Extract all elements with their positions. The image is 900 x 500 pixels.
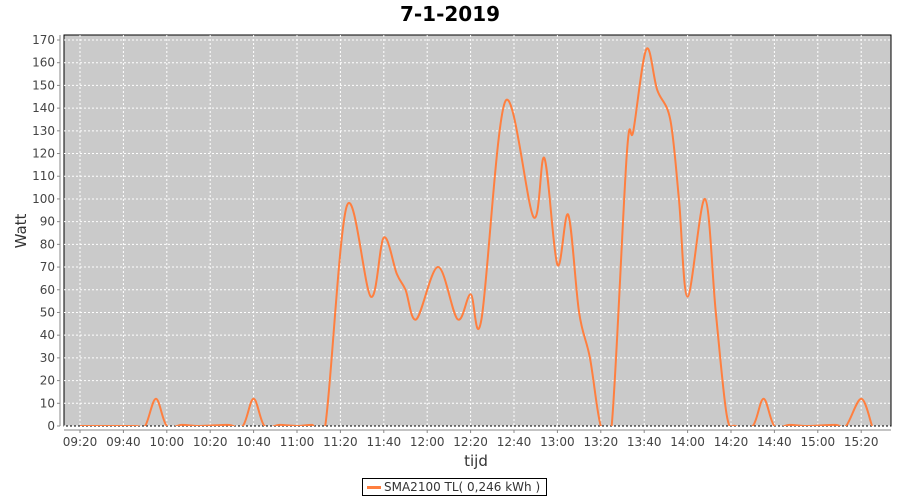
y-tick-label: 130 (32, 124, 55, 138)
y-tick-label: 110 (32, 169, 55, 183)
x-tick-label: 11:40 (367, 435, 402, 449)
y-tick-label: 100 (32, 192, 55, 206)
x-tick-label: 14:20 (714, 435, 749, 449)
y-tick-label: 140 (32, 101, 55, 115)
x-tick-label: 13:20 (584, 435, 619, 449)
y-tick-label: 70 (40, 260, 55, 274)
y-tick-label: 120 (32, 147, 55, 161)
legend: SMA2100 TL( 0,246 kWh ) (362, 478, 548, 496)
x-tick-label: 14:40 (757, 435, 792, 449)
x-tick-label: 15:00 (801, 435, 836, 449)
x-axis-label: tijd (464, 452, 488, 470)
x-tick-label: 15:20 (844, 435, 879, 449)
y-tick-label: 170 (32, 33, 55, 47)
x-tick-label: 12:00 (410, 435, 445, 449)
y-tick-label: 40 (40, 328, 55, 342)
y-tick-label: 160 (32, 56, 55, 70)
legend-swatch (367, 485, 381, 489)
x-tick-label: 13:00 (540, 435, 575, 449)
plot-area (63, 34, 892, 427)
x-tick-label: 11:00 (280, 435, 315, 449)
y-tick-label: 10 (40, 396, 55, 410)
x-tick-label: 12:20 (453, 435, 488, 449)
x-tick-label: 13:40 (627, 435, 662, 449)
y-tick-label: 90 (40, 215, 55, 229)
y-tick-label: 30 (40, 351, 55, 365)
x-tick-label: 14:00 (670, 435, 705, 449)
y-tick-label: 20 (40, 374, 55, 388)
x-tick-label: 10:40 (236, 435, 271, 449)
x-tick-label: 09:20 (63, 435, 98, 449)
x-tick-label: 09:40 (106, 435, 141, 449)
y-tick-label: 0 (47, 419, 55, 433)
x-tick-label: 11:20 (323, 435, 358, 449)
y-axis-label: Watt (12, 213, 30, 248)
x-tick-label: 10:00 (150, 435, 185, 449)
legend-label: SMA2100 TL( 0,246 kWh ) (384, 480, 541, 494)
x-tick-label: 12:40 (497, 435, 532, 449)
y-tick-label: 60 (40, 283, 55, 297)
x-tick-label: 10:20 (193, 435, 228, 449)
y-tick-label: 150 (32, 78, 55, 92)
series-line (80, 47, 873, 426)
y-tick-label: 80 (40, 237, 55, 251)
y-tick-label: 50 (40, 305, 55, 319)
chart-title: 7-1-2019 (399, 2, 501, 26)
